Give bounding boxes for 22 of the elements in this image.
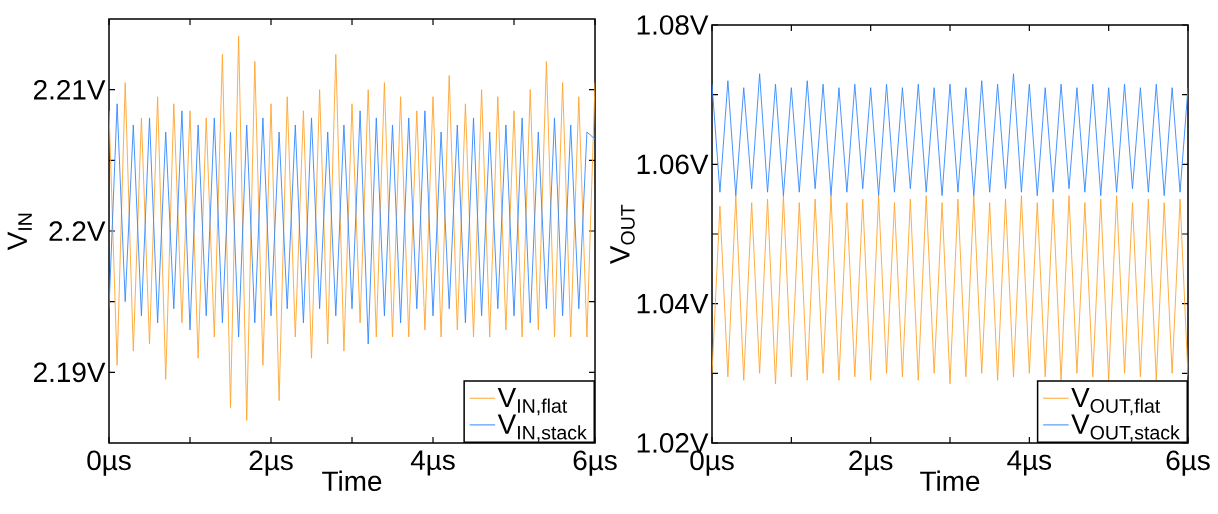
x-axis-title: Time — [920, 470, 980, 492]
line-series — [109, 103, 596, 345]
y-tick-label: 1.04V — [637, 293, 709, 314]
legend-label: V$_{IN,stack}$ — [497, 414, 587, 442]
x-tick-label: 2µs — [249, 450, 293, 476]
y-tick-label: 1.06V — [637, 154, 709, 175]
x-tick-label: 6µs — [573, 450, 617, 476]
legend-label: V$_{OUT,stack}$ — [1071, 414, 1180, 442]
x-tick-label: 2µs — [849, 450, 893, 476]
y-tick-label: 2.21V — [34, 79, 106, 100]
x-tick-label: 6µs — [1166, 450, 1210, 476]
line-series — [712, 73, 1189, 197]
y-axis-title: V$_{IN}$ — [7, 213, 32, 251]
x-tick-label: 0µs — [87, 450, 131, 476]
line-series — [712, 195, 1189, 385]
y-axis-title: V$_{OUT}$ — [610, 204, 635, 265]
x-tick-label: 4µs — [410, 450, 455, 476]
x-axis-title: Time — [322, 470, 382, 492]
x-tick-label: 4µs — [1007, 450, 1052, 476]
y-tick-label: 2.2V — [49, 221, 106, 241]
y-tick-label: 2.19V — [34, 362, 106, 383]
y-tick-label: 1.08V — [637, 15, 709, 35]
